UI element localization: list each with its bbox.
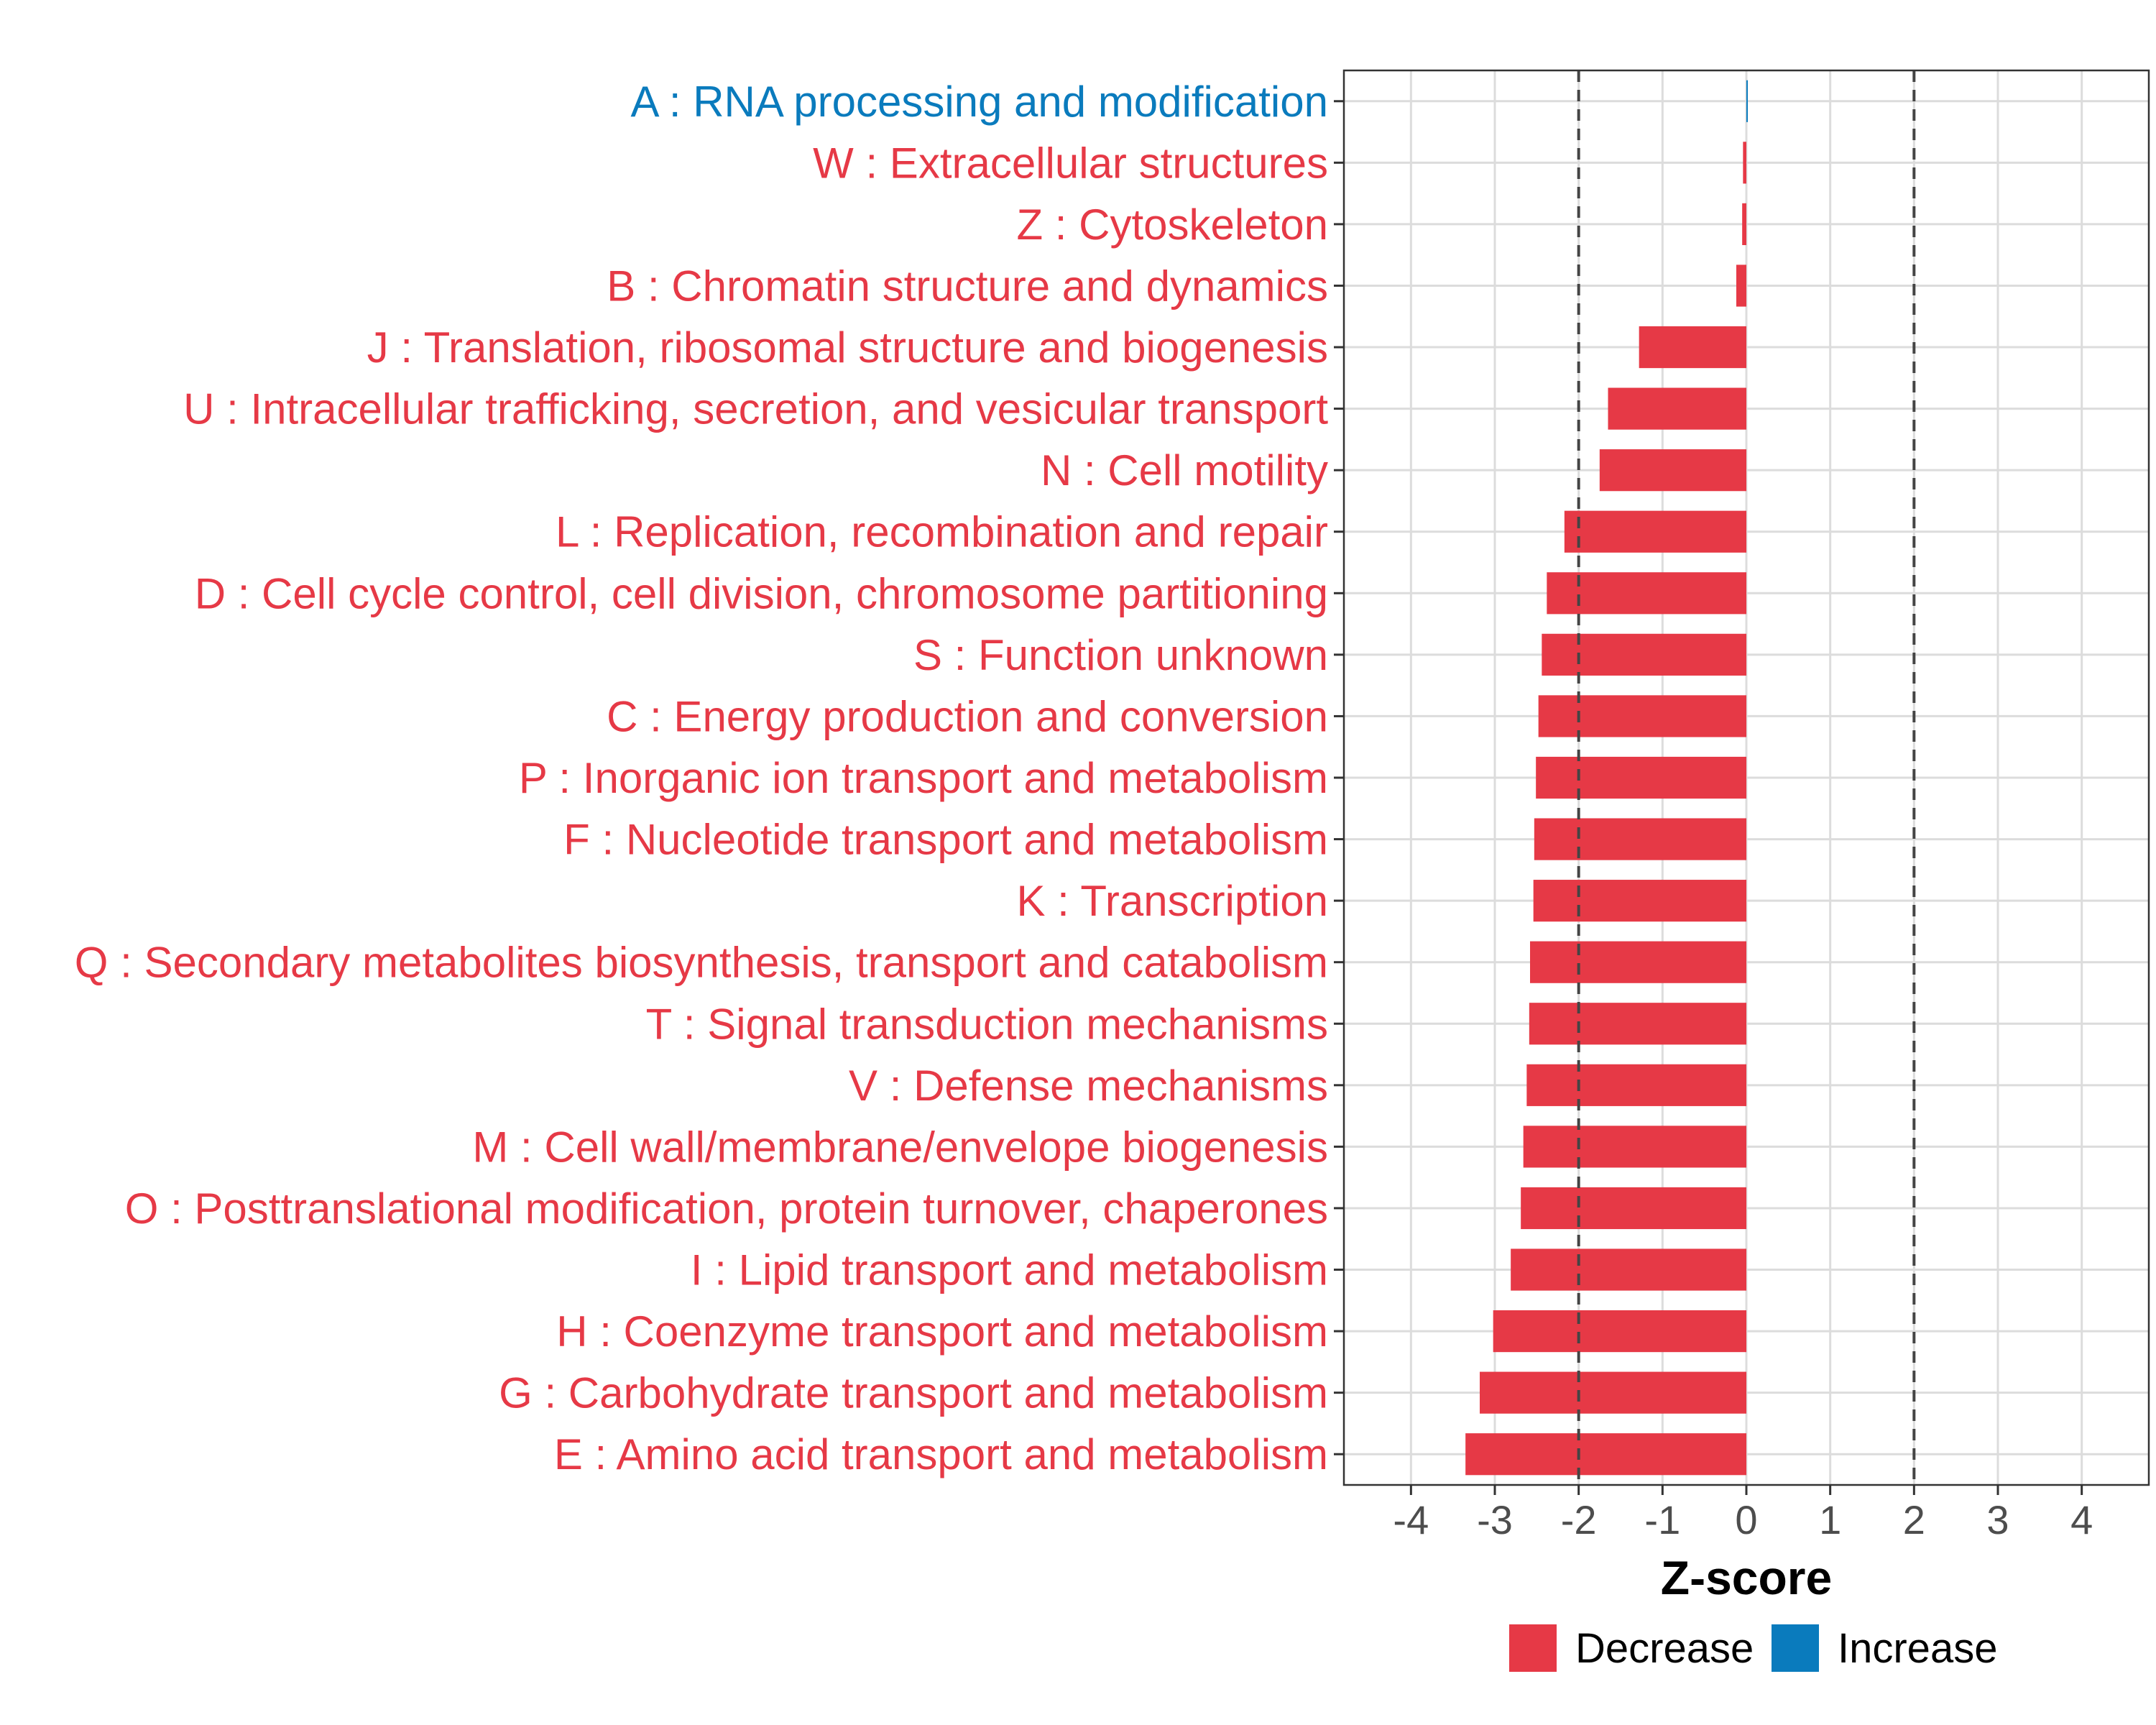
category-label: S : Function unknown <box>913 631 1328 679</box>
category-label: V : Defense mechanisms <box>849 1062 1328 1110</box>
legend-label-increase: Increase <box>1838 1625 1997 1672</box>
x-tick-label: 2 <box>1903 1497 1925 1542</box>
bar <box>1564 510 1746 553</box>
x-axis-ticks: -4 -3 -2 -1 0 1 2 3 4 <box>1393 1485 2093 1542</box>
category-label: D : Cell cycle control, cell division, c… <box>195 569 1328 617</box>
bar <box>1529 1003 1746 1045</box>
category-label: M : Cell wall/membrane/envelope biogenes… <box>472 1123 1328 1171</box>
x-tick-label: -3 <box>1477 1497 1513 1542</box>
bar <box>1547 572 1746 615</box>
category-label: O : Posttranslational modification, prot… <box>125 1184 1328 1233</box>
category-label: N : Cell motility <box>1041 446 1328 494</box>
bar <box>1538 695 1746 737</box>
category-label: Z : Cytoskeleton <box>1016 201 1328 249</box>
category-label: W : Extracellular structures <box>813 139 1328 187</box>
x-tick-label: -4 <box>1393 1497 1429 1542</box>
x-tick-label: -2 <box>1561 1497 1597 1542</box>
bars <box>1465 80 1748 1476</box>
legend-label-decrease: Decrease <box>1575 1625 1754 1672</box>
bar <box>1639 326 1746 369</box>
bar <box>1542 633 1746 676</box>
legend: Decrease Increase <box>1509 1624 1997 1672</box>
category-label: A : RNA processing and modification <box>630 78 1328 126</box>
bar <box>1465 1433 1746 1476</box>
bar <box>1743 142 1746 184</box>
category-label: I : Lipid transport and metabolism <box>691 1246 1328 1294</box>
bar <box>1480 1371 1746 1414</box>
legend-key-increase <box>1772 1624 1819 1672</box>
category-label: L : Replication, recombination and repai… <box>556 508 1328 556</box>
y-axis-ticks <box>1334 100 1344 1455</box>
x-tick-label: 3 <box>1986 1497 2009 1542</box>
bar <box>1521 1187 1746 1230</box>
bar <box>1511 1248 1746 1291</box>
bar <box>1599 449 1746 492</box>
category-label: K : Transcription <box>1016 877 1328 925</box>
category-label: E : Amino acid transport and metabolism <box>554 1430 1328 1478</box>
x-tick-label: 0 <box>1735 1497 1757 1542</box>
x-tick-label: -1 <box>1644 1497 1680 1542</box>
reference-lines <box>1577 70 1916 1485</box>
category-label: B : Chromatin structure and dynamics <box>607 262 1328 310</box>
category-label: T : Signal transduction mechanisms <box>646 1000 1328 1048</box>
category-label: Q : Secondary metabolites biosynthesis, … <box>75 939 1328 987</box>
bar <box>1493 1310 1746 1353</box>
x-axis-title: Z-score <box>1661 1551 1832 1604</box>
category-labels: A : RNA processing and modification W : E… <box>75 78 1329 1478</box>
category-label: G : Carbohydrate transport and metabolis… <box>499 1369 1328 1417</box>
category-label: U : Intracellular trafficking, secretion… <box>183 385 1328 433</box>
x-tick-label: 4 <box>2070 1497 2093 1542</box>
legend-key-decrease <box>1509 1624 1557 1672</box>
bar <box>1742 203 1746 246</box>
bar <box>1530 941 1746 983</box>
bar <box>1533 880 1746 922</box>
category-label: J : Translation, ribosomal structure and… <box>367 323 1328 372</box>
bar <box>1534 818 1746 860</box>
x-tick-label: 1 <box>1819 1497 1841 1542</box>
bar <box>1736 264 1746 307</box>
bar <box>1536 756 1746 799</box>
bar <box>1608 387 1746 430</box>
bar <box>1523 1126 1746 1168</box>
category-label: C : Energy production and conversion <box>607 692 1328 740</box>
category-label: F : Nucleotide transport and metabolism <box>563 816 1328 864</box>
category-label: P : Inorganic ion transport and metaboli… <box>519 754 1328 802</box>
bar <box>1746 80 1748 122</box>
category-label: H : Coenzyme transport and metabolism <box>556 1307 1328 1356</box>
bar <box>1526 1064 1746 1106</box>
